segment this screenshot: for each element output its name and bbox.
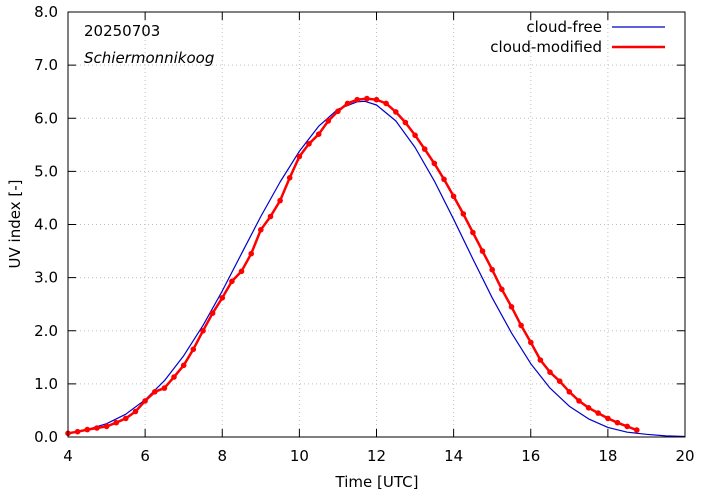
- data-point-cloud-modified: [518, 322, 524, 329]
- data-point-cloud-modified: [479, 248, 486, 254]
- legend-label-cloud-modified: cloud-modified: [490, 38, 602, 56]
- data-point-cloud-modified: [537, 357, 544, 363]
- data-point-cloud-modified: [171, 374, 177, 380]
- data-point-cloud-modified: [142, 398, 148, 404]
- data-point-cloud-modified: [123, 415, 129, 422]
- data-point-cloud-modified: [499, 286, 505, 293]
- data-point-cloud-modified: [277, 197, 283, 204]
- location-annotation: Schiermonnikoog: [84, 49, 214, 67]
- y-tick-label: 3.0: [34, 269, 58, 287]
- y-tick-label: 1.0: [34, 375, 58, 393]
- y-tick-labels: 0.0 1.0 2.0 3.0 4.0 5.0 6.0 7.0 8.0: [34, 3, 58, 446]
- data-point-cloud-modified: [248, 250, 254, 257]
- data-point-cloud-modified: [258, 227, 264, 233]
- data-point-cloud-modified: [412, 132, 418, 139]
- data-point-cloud-modified: [152, 389, 158, 395]
- data-point-cloud-modified: [74, 428, 81, 435]
- data-point-cloud-modified: [624, 423, 630, 430]
- data-point-cloud-modified: [209, 310, 216, 317]
- data-point-cloud-modified: [634, 427, 640, 433]
- x-tick-label: 16: [521, 447, 540, 465]
- y-tick-label: 8.0: [34, 3, 58, 21]
- data-point-cloud-modified: [364, 95, 370, 102]
- plot-frame: [67, 11, 686, 438]
- data-point-cloud-modified: [325, 118, 332, 124]
- data-point-cloud-modified: [556, 378, 563, 385]
- data-point-cloud-modified: [315, 131, 322, 137]
- y-tick-label: 6.0: [34, 109, 58, 127]
- data-point-cloud-modified: [286, 175, 293, 181]
- data-point-cloud-modified: [335, 108, 341, 115]
- data-point-cloud-modified: [547, 369, 553, 376]
- data-point-cloud-modified: [402, 119, 409, 126]
- y-tick-label: 0.0: [34, 428, 58, 446]
- data-point-cloud-modified: [470, 229, 476, 236]
- x-tick-label: 12: [367, 447, 386, 465]
- data-point-cloud-modified: [460, 211, 467, 217]
- data-point-cloud-modified: [94, 425, 100, 431]
- data-point-cloud-modified: [84, 426, 91, 433]
- x-tick-labels: 4 6 8 10 12 14 16 18 20: [63, 447, 694, 465]
- data-point-cloud-modified: [113, 419, 119, 426]
- data-point-cloud-modified: [132, 408, 139, 415]
- data-point-cloud-modified: [614, 419, 621, 426]
- y-axis-label: UV index [-]: [6, 180, 24, 269]
- data-point-cloud-modified: [344, 100, 351, 107]
- data-point-cloud-modified: [566, 389, 573, 395]
- x-tick-label: 4: [63, 447, 73, 465]
- y-tick-label: 2.0: [34, 322, 58, 340]
- data-point-cloud-modified: [161, 385, 168, 391]
- data-point-cloud-modified: [190, 346, 197, 353]
- series: [65, 95, 686, 438]
- data-point-cloud-modified: [528, 339, 534, 346]
- data-point-cloud-modified: [576, 398, 582, 404]
- data-point-cloud-modified: [383, 100, 389, 107]
- legend-label-cloud-free: cloud-free: [526, 18, 602, 36]
- x-tick-label: 6: [140, 447, 150, 465]
- y-tick-label: 7.0: [34, 56, 58, 74]
- legend: cloud-free cloud-modified: [490, 18, 665, 56]
- y-tick-label: 4.0: [34, 216, 58, 234]
- x-tick-label: 8: [217, 447, 227, 465]
- data-point-cloud-modified: [393, 109, 399, 115]
- y-tick-label: 5.0: [34, 162, 58, 180]
- x-tick-label: 10: [290, 447, 309, 465]
- series-line-cloud-free: [67, 100, 686, 438]
- data-point-cloud-modified: [306, 141, 312, 147]
- data-point-cloud-modified: [219, 295, 226, 301]
- x-tick-label: 18: [598, 447, 617, 465]
- data-point-cloud-modified: [450, 193, 457, 200]
- data-point-cloud-modified: [441, 176, 447, 183]
- data-point-cloud-modified: [585, 405, 592, 411]
- x-tick-label: 14: [444, 447, 463, 465]
- x-tick-label: 20: [675, 447, 694, 465]
- data-point-cloud-modified: [238, 268, 245, 275]
- data-point-cloud-modified: [489, 266, 496, 273]
- data-point-cloud-modified: [180, 362, 187, 369]
- data-point-cloud-modified: [103, 423, 110, 430]
- data-point-cloud-modified: [595, 410, 601, 416]
- series-line-cloud-modified: [67, 97, 638, 435]
- data-point-cloud-modified: [431, 160, 438, 167]
- data-point-cloud-modified: [200, 328, 206, 334]
- data-point-cloud-modified: [354, 96, 361, 103]
- data-point-cloud-modified: [229, 278, 235, 285]
- date-annotation: 20250703: [84, 22, 160, 40]
- grid: [68, 12, 685, 437]
- data-point-cloud-modified: [296, 153, 303, 160]
- data-point-cloud-modified: [421, 146, 428, 152]
- x-axis-label: Time [UTC]: [335, 473, 419, 491]
- data-point-cloud-modified: [373, 96, 380, 103]
- data-point-cloud-modified: [508, 304, 515, 310]
- data-point-cloud-modified: [605, 415, 611, 422]
- data-point-cloud-modified: [267, 213, 274, 220]
